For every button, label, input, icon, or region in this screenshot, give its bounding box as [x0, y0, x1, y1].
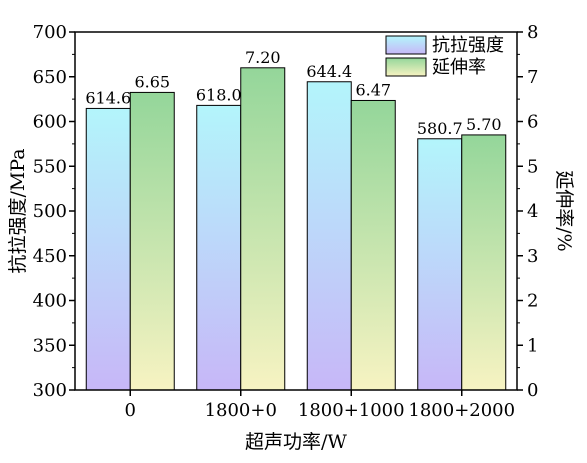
- y-right-tick-label-5: 5: [527, 156, 538, 177]
- y-left-tick-label-8: 700: [33, 22, 67, 43]
- bars-layer: [85, 67, 507, 391]
- legend: 抗拉强度 延伸率: [385, 35, 504, 78]
- y-right-tick-label-7: 7: [527, 67, 538, 88]
- y-axis-left-title: 抗拉强度/MPa: [7, 148, 29, 273]
- axes-layer: 0 1800+0 1800+1000 1800+2000300350400450500…: [33, 22, 539, 421]
- y-left-tick-label-7: 650: [33, 67, 67, 88]
- y-left-tick-label-4: 500: [33, 201, 67, 222]
- data-label-elongation-0: 6.65: [134, 72, 170, 91]
- y-right-tick-label-0: 0: [527, 380, 538, 401]
- x-tick-label-3: 1800+2000: [408, 400, 515, 421]
- data-label-tensile-strength-3: 580.7: [417, 119, 463, 138]
- y-left-tick-label-3: 450: [33, 246, 67, 267]
- x-axis-title: 超声功率/W: [245, 431, 347, 453]
- bar-tensile-strength-3: [417, 138, 463, 391]
- bar-tensile-strength-1: [196, 104, 242, 391]
- bar-elongation-3: [461, 134, 507, 391]
- data-label-tensile-strength-2: 644.4: [306, 62, 352, 81]
- bar-tensile-strength-0: [85, 107, 131, 391]
- data-label-elongation-3: 5.70: [466, 115, 502, 134]
- y-right-tick-label-4: 4: [527, 201, 538, 222]
- x-tick-label-1: 1800+0: [205, 400, 277, 421]
- y-left-tick-label-6: 600: [33, 112, 67, 133]
- legend-label-elongation: 延伸率: [432, 57, 486, 78]
- x-tick-label-2: 1800+1000: [298, 400, 405, 421]
- bar-elongation-1: [240, 67, 286, 391]
- legend-label-tensile-strength: 抗拉强度: [432, 35, 504, 56]
- y-left-tick-label-5: 550: [33, 156, 67, 177]
- y-left-tick-label-1: 350: [33, 335, 67, 356]
- bar-elongation-2: [350, 99, 396, 391]
- data-label-elongation-1: 7.20: [245, 48, 281, 67]
- legend-swatch-elongation: [385, 57, 427, 77]
- legend-swatch-tensile-strength: [385, 35, 427, 55]
- y-right-tick-label-8: 8: [527, 22, 538, 43]
- y-right-tick-label-2: 2: [527, 291, 538, 312]
- bar-tensile-strength-2: [306, 81, 352, 391]
- data-label-tensile-strength-1: 618.0: [196, 85, 242, 104]
- y-right-tick-label-6: 6: [527, 112, 538, 133]
- bar-elongation-0: [129, 91, 175, 391]
- data-label-tensile-strength-0: 614.6: [85, 88, 131, 107]
- y-right-tick-label-1: 1: [527, 335, 538, 356]
- data-label-elongation-2: 6.47: [355, 80, 391, 99]
- y-left-tick-label-2: 400: [33, 291, 67, 312]
- y-right-tick-label-3: 3: [527, 246, 538, 267]
- x-tick-label-0: 0: [125, 400, 136, 421]
- data-labels-layer: 614.66.65 618.07.20 644.46.47 580.7 5.70: [85, 48, 501, 138]
- y-left-tick-label-0: 300: [33, 380, 67, 401]
- y-axis-right-title: 延伸率/%: [553, 170, 575, 251]
